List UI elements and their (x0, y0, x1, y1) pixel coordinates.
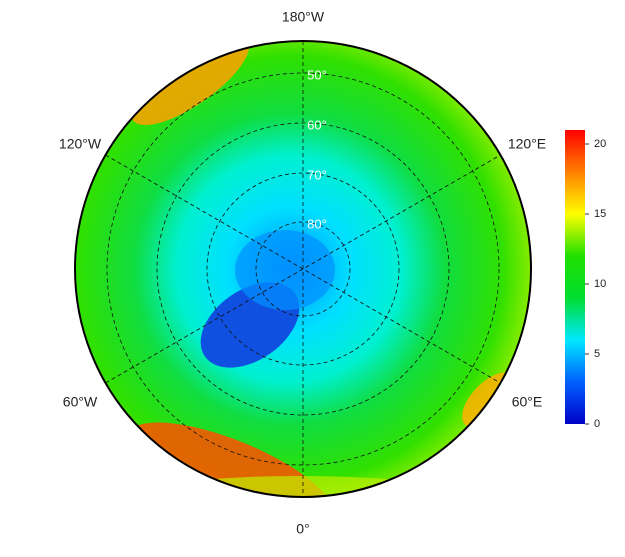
colorbar-tick-label: 20 (594, 138, 606, 150)
pole-low (235, 230, 335, 310)
meridian (105, 154, 501, 384)
parallel (206, 172, 400, 366)
colorbar-tick-label: 10 (594, 278, 606, 290)
latitude-label: 70° (307, 167, 327, 182)
graticule (105, 41, 501, 497)
colorbar-tick-label: 0 (594, 418, 600, 430)
latitude-label: 50° (307, 67, 327, 82)
longitude-label: 60°W (63, 394, 98, 410)
longitude-label: 120°E (508, 136, 546, 152)
latitude-label: 80° (307, 216, 327, 231)
colorbar-tick-label: 15 (594, 208, 606, 220)
longitude-label: 120°W (59, 136, 102, 152)
colorbar-tick-label: 5 (594, 348, 600, 360)
south-rim (160, 476, 440, 497)
atlantic-high (127, 422, 333, 497)
longitude-label: 180°W (282, 9, 325, 25)
longitude-label: 60°E (512, 394, 543, 410)
latitude-label: 60° (307, 117, 327, 132)
colorbar (565, 130, 585, 424)
labels: 50° 60° 70° 80° 180°W 120°W 120°E 60°W 60°E 0° (59, 9, 546, 537)
parallel (255, 221, 351, 317)
colorbar-axis: 0 5 10 15 20 (585, 138, 606, 430)
parallel (156, 122, 450, 416)
longitude-label: 0° (296, 521, 309, 537)
parallel (106, 72, 500, 466)
